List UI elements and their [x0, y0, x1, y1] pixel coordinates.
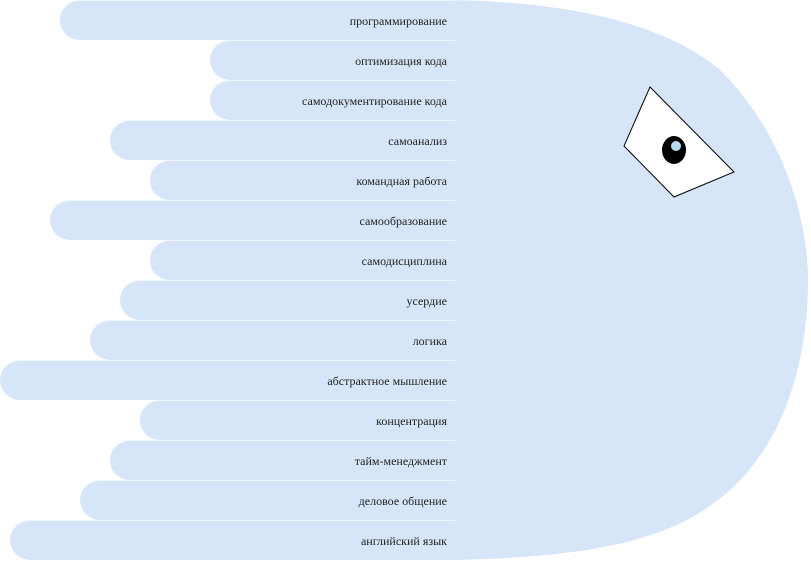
skill-label: концентрация — [376, 414, 447, 428]
skill-label: оптимизация кода — [355, 54, 447, 68]
skill-bar: абстрактное мышление — [0, 360, 455, 400]
skill-bar: самодокументирование кода — [210, 80, 455, 120]
skill-label: усердие — [406, 294, 448, 308]
skill-label: логика — [412, 334, 447, 348]
skill-label: командная работа — [356, 174, 447, 188]
skill-label: программирование — [349, 14, 447, 28]
fish-body — [452, 0, 808, 560]
skill-bar: деловое общение — [80, 480, 455, 520]
skill-label: самодокументирование кода — [302, 94, 447, 108]
skill-bar: оптимизация кода — [210, 40, 455, 80]
skill-bar: концентрация — [140, 400, 455, 440]
skill-bar: английский язык — [10, 520, 455, 560]
skill-label: тайм-менеджмент — [354, 454, 447, 468]
skill-bar: командная работа — [150, 160, 455, 200]
skill-bar: логика — [90, 320, 455, 360]
skill-bar: тайм-менеджмент — [110, 440, 455, 480]
skill-bar: программирование — [60, 0, 455, 40]
skill-bar: самодисциплина — [150, 240, 455, 280]
skill-label: абстрактное мышление — [327, 374, 447, 388]
skill-bar: самоанализ — [110, 120, 455, 160]
skill-bar: самообразование — [50, 200, 455, 240]
pupil-highlight — [671, 141, 681, 151]
skill-bar: усердие — [120, 280, 455, 320]
skill-label: самодисциплина — [361, 254, 447, 268]
skill-label: самообразование — [359, 214, 448, 228]
fish-eye — [623, 86, 735, 198]
skill-label: английский язык — [360, 534, 447, 548]
skill-label: деловое общение — [358, 494, 447, 508]
skill-label: самоанализ — [388, 134, 447, 148]
